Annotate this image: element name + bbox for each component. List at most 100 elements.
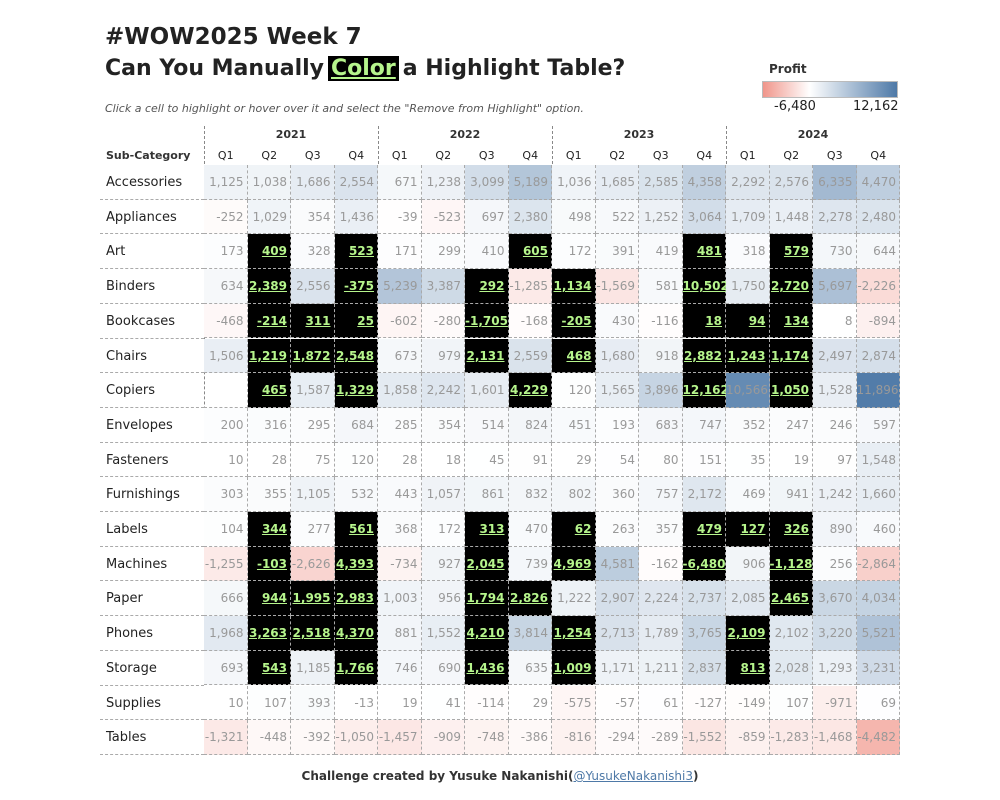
table-cell[interactable]: 172 [552, 234, 596, 270]
table-cell[interactable]: 634 [204, 269, 248, 304]
table-cell[interactable]: -1,569 [595, 269, 639, 304]
table-cell[interactable]: 469 [726, 477, 770, 512]
table-cell[interactable]: 1,506 [204, 338, 248, 374]
table-cell[interactable]: 246 [813, 407, 857, 443]
table-cell[interactable]: 498 [552, 199, 596, 235]
table-cell[interactable]: -2,226 [856, 269, 900, 304]
table-cell[interactable]: 881 [378, 616, 422, 651]
table-cell[interactable]: 54 [595, 442, 639, 478]
table-cell[interactable]: -1,457 [378, 720, 422, 755]
table-cell[interactable]: 256 [813, 546, 857, 582]
table-cell[interactable]: 2,389 [247, 269, 291, 304]
table-cell[interactable]: -1,705 [465, 303, 509, 339]
table-cell[interactable]: 1,171 [595, 650, 639, 686]
table-cell[interactable]: 465 [247, 373, 291, 408]
table-cell[interactable]: 410 [465, 234, 509, 270]
table-cell[interactable]: 4,969 [552, 546, 596, 582]
table-cell[interactable]: 979 [421, 338, 465, 374]
table-cell[interactable]: 2,172 [682, 477, 726, 512]
table-cell[interactable]: 29 [552, 442, 596, 478]
table-cell[interactable]: 357 [639, 512, 683, 547]
table-cell[interactable]: 635 [508, 650, 552, 686]
table-cell[interactable]: 2,554 [334, 165, 378, 200]
table-cell[interactable]: 45 [465, 442, 509, 478]
table-cell[interactable]: 3,220 [813, 616, 857, 651]
table-cell[interactable]: 644 [856, 234, 900, 270]
table-cell[interactable]: 561 [334, 512, 378, 547]
table-cell[interactable]: 25 [334, 303, 378, 339]
table-cell[interactable]: 2,102 [769, 616, 813, 651]
table-cell[interactable]: 2,983 [334, 581, 378, 617]
table-cell[interactable]: 10 [204, 442, 248, 478]
table-cell[interactable]: -13 [334, 685, 378, 721]
table-cell[interactable]: -214 [247, 303, 291, 339]
table-cell[interactable]: 1,125 [204, 165, 248, 200]
table-cell[interactable]: 3,064 [682, 199, 726, 235]
table-cell[interactable]: 2,585 [639, 165, 683, 200]
table-cell[interactable]: 2,907 [595, 581, 639, 617]
table-cell[interactable]: 522 [595, 199, 639, 235]
table-cell[interactable]: 311 [291, 303, 335, 339]
table-cell[interactable]: -2,864 [856, 546, 900, 582]
table-cell[interactable]: 8 [813, 303, 857, 339]
table-cell[interactable]: 355 [247, 477, 291, 512]
table-cell[interactable]: 151 [682, 442, 726, 478]
table-cell[interactable]: -894 [856, 303, 900, 339]
table-cell[interactable]: 3,387 [421, 269, 465, 304]
table-cell[interactable]: 1,329 [334, 373, 378, 408]
table-cell[interactable]: 200 [204, 407, 248, 443]
table-cell[interactable]: -575 [552, 685, 596, 721]
table-cell[interactable]: -127 [682, 685, 726, 721]
table-cell[interactable]: 2,131 [465, 338, 509, 374]
table-cell[interactable]: 94 [726, 303, 770, 339]
table-cell[interactable]: 10,566 [726, 373, 770, 408]
table-cell[interactable]: 326 [769, 512, 813, 547]
table-cell[interactable]: 746 [378, 650, 422, 686]
table-cell[interactable]: 690 [421, 650, 465, 686]
table-cell[interactable]: 1,134 [552, 269, 596, 304]
table-cell[interactable]: 671 [378, 165, 422, 200]
table-cell[interactable]: 344 [247, 512, 291, 547]
table-cell[interactable]: 4,210 [465, 616, 509, 651]
table-cell[interactable]: 1,685 [595, 165, 639, 200]
table-cell[interactable]: 1,436 [465, 650, 509, 686]
table-cell[interactable]: -392 [291, 720, 335, 755]
table-cell[interactable]: 318 [726, 234, 770, 270]
table-cell[interactable]: 2,380 [508, 199, 552, 235]
table-cell[interactable]: 579 [769, 234, 813, 270]
table-cell[interactable]: -252 [204, 199, 248, 235]
table-cell[interactable]: 18 [421, 442, 465, 478]
table-cell[interactable]: -289 [639, 720, 683, 755]
table-cell[interactable]: 1,243 [726, 338, 770, 374]
table-cell[interactable]: 1,789 [639, 616, 683, 651]
table-cell[interactable]: 1,238 [421, 165, 465, 200]
table-cell[interactable]: -602 [378, 303, 422, 339]
footer-link[interactable]: @YusukeNakanishi3 [573, 769, 693, 783]
table-cell[interactable]: 19 [378, 685, 422, 721]
table-cell[interactable]: 1,185 [291, 650, 335, 686]
table-cell[interactable]: 757 [639, 477, 683, 512]
table-cell[interactable]: 120 [334, 442, 378, 478]
table-cell[interactable]: 62 [552, 512, 596, 547]
table-cell[interactable]: 172 [421, 512, 465, 547]
table-cell[interactable]: 523 [334, 234, 378, 270]
table-cell[interactable]: 597 [856, 407, 900, 443]
table-cell[interactable]: 295 [291, 407, 335, 443]
table-cell[interactable]: 107 [769, 685, 813, 721]
table-cell[interactable]: 581 [639, 269, 683, 304]
table-cell[interactable]: 80 [639, 442, 683, 478]
table-cell[interactable]: 1,872 [291, 338, 335, 374]
table-cell[interactable]: 927 [421, 546, 465, 582]
table-cell[interactable]: 1,528 [813, 373, 857, 408]
table-cell[interactable]: 360 [595, 477, 639, 512]
table-cell[interactable]: -2,626 [291, 546, 335, 582]
table-cell[interactable]: 2,556 [291, 269, 335, 304]
table-cell[interactable]: 2,480 [856, 199, 900, 235]
table-cell[interactable]: 1,057 [421, 477, 465, 512]
table-cell[interactable]: -1,552 [682, 720, 726, 755]
table-cell[interactable]: 2,242 [421, 373, 465, 408]
table-cell[interactable]: 2,713 [595, 616, 639, 651]
table-cell[interactable]: 468 [552, 338, 596, 374]
table-cell[interactable]: 1,293 [813, 650, 857, 686]
table-cell[interactable]: -523 [421, 199, 465, 235]
